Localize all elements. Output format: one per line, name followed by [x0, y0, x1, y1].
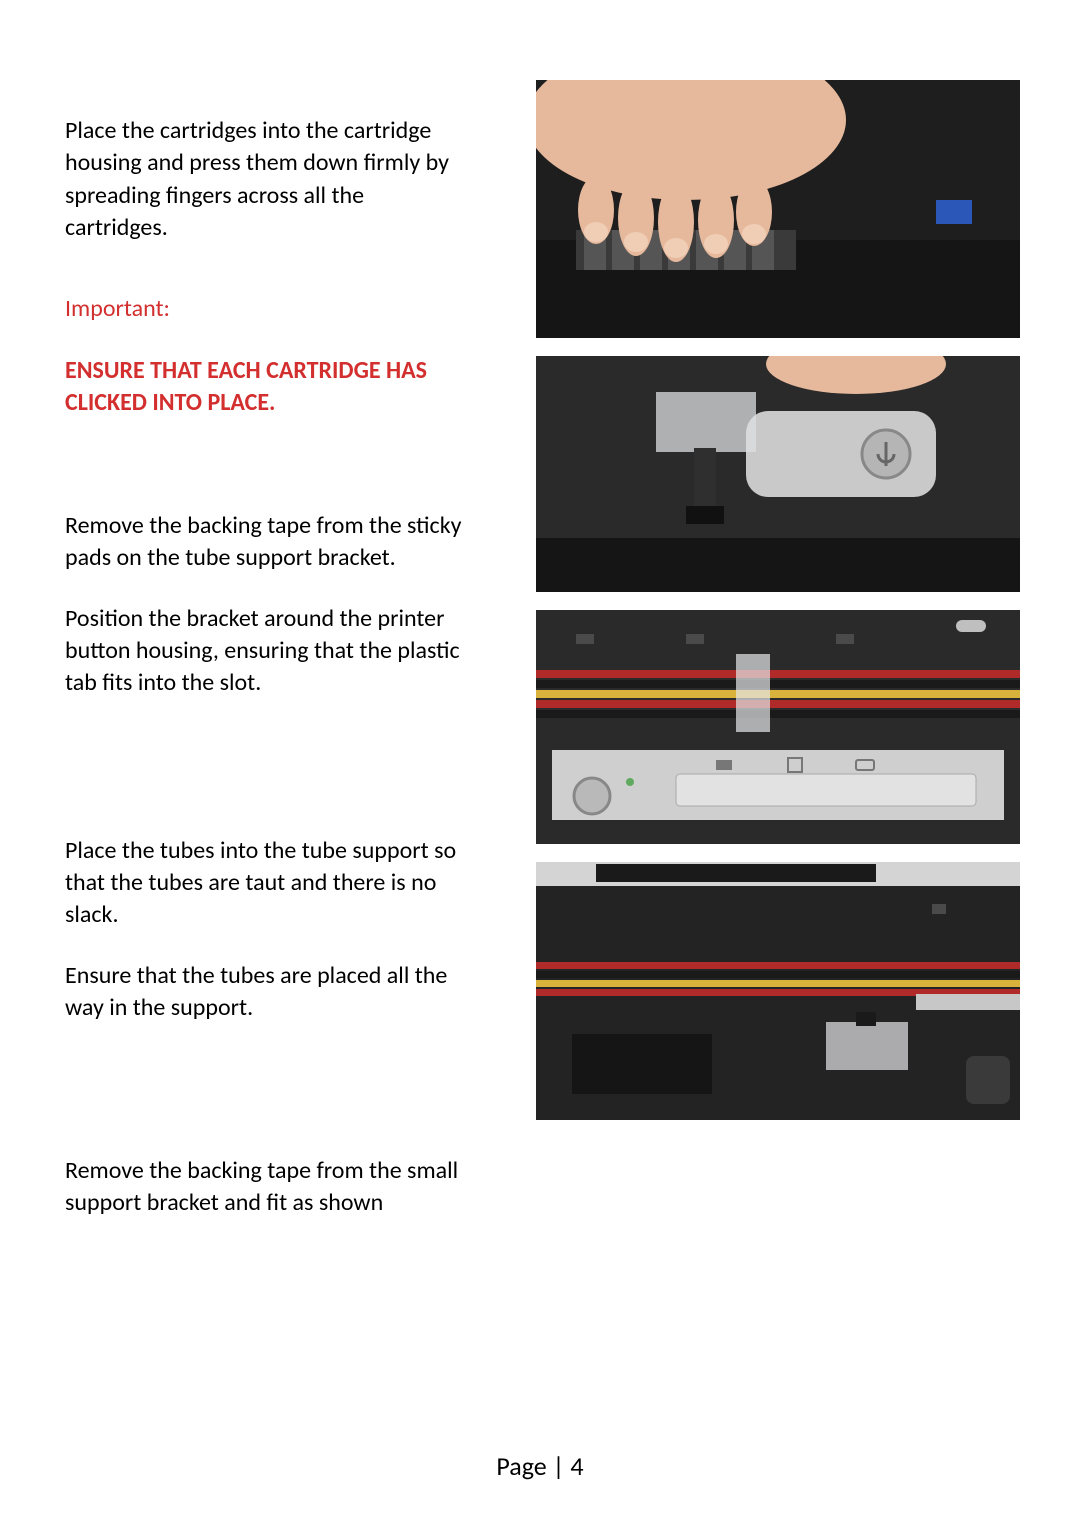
section-2-paragraph-2: Position the bracket around the printer …: [65, 603, 465, 700]
page-number: Page | 4: [496, 1450, 583, 1482]
section-1: Place the cartridges into the cartridge …: [65, 115, 465, 420]
section-3-paragraph-1: Place the tubes into the tube support so…: [65, 835, 465, 932]
instruction-photo-3: [536, 610, 1020, 844]
instruction-photo-1: [536, 80, 1020, 338]
page-footer: Page | 4: [0, 1450, 1080, 1482]
important-label: Important:: [65, 293, 465, 325]
section-3-paragraph-2: Ensure that the tubes are placed all the…: [65, 960, 465, 1025]
section-1-paragraph-1: Place the cartridges into the cartridge …: [65, 115, 465, 245]
image-column: [495, 80, 1020, 1219]
instruction-photo-4: [536, 862, 1020, 1120]
instruction-photo-2: [536, 356, 1020, 592]
important-text: ENSURE THAT EACH CARTRIDGE HAS CLICKED I…: [65, 355, 465, 420]
text-column: Place the cartridges into the cartridge …: [65, 80, 465, 1219]
section-4: Remove the backing tape from the small s…: [65, 1155, 465, 1220]
section-2-paragraph-1: Remove the backing tape from the sticky …: [65, 510, 465, 575]
section-4-paragraph-1: Remove the backing tape from the small s…: [65, 1155, 465, 1220]
section-3: Place the tubes into the tube support so…: [65, 835, 465, 1025]
section-2: Remove the backing tape from the sticky …: [65, 510, 465, 700]
